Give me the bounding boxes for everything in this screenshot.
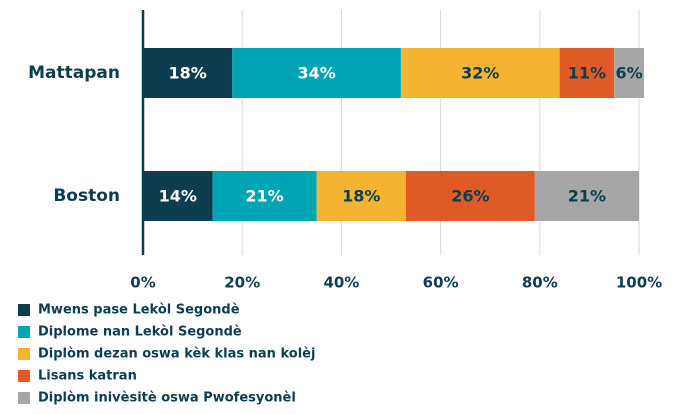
data-label: 18% xyxy=(342,187,380,206)
data-label: 18% xyxy=(168,64,206,83)
bar-segment xyxy=(212,171,317,221)
bar-segment xyxy=(559,48,615,98)
bar-segment xyxy=(614,48,644,98)
bar-segment xyxy=(405,171,535,221)
data-label: 6% xyxy=(615,64,642,83)
data-label: 21% xyxy=(245,187,283,206)
data-label: 34% xyxy=(297,64,335,83)
bar-segment xyxy=(316,171,406,221)
data-label: 26% xyxy=(451,187,489,206)
x-tick-label: 40% xyxy=(323,274,359,292)
legend-label: Mwens pase Lekòl Segondè xyxy=(38,303,240,318)
data-label: 21% xyxy=(568,187,606,206)
category-label: Boston xyxy=(53,186,120,206)
legend-label: Diplome nan Lekòl Segondè xyxy=(38,325,242,340)
data-label: 32% xyxy=(461,64,499,83)
bar-segment xyxy=(400,48,560,98)
bar-segment xyxy=(232,48,401,98)
legend-swatch xyxy=(18,304,30,316)
bar-segment xyxy=(143,171,213,221)
legend-label: Diplòm inivèsitè oswa Pwofesyonèl xyxy=(38,391,296,406)
data-label: 11% xyxy=(568,64,606,83)
x-tick-label: 60% xyxy=(423,274,459,292)
x-tick-label: 100% xyxy=(616,274,662,292)
legend-label: Lisans katran xyxy=(38,369,137,384)
x-tick-label: 20% xyxy=(224,274,260,292)
bar-segment xyxy=(534,171,639,221)
legend-label: Diplòm dezan oswa kèk klas nan kolèj xyxy=(38,347,315,362)
data-label: 14% xyxy=(159,187,197,206)
legend-swatch xyxy=(18,392,30,404)
x-tick-label: 80% xyxy=(522,274,558,292)
legend-swatch xyxy=(18,348,30,360)
legend-swatch xyxy=(18,326,30,338)
x-tick-label: 0% xyxy=(130,274,155,292)
legend-swatch xyxy=(18,370,30,382)
bar-segment xyxy=(143,48,233,98)
category-label: Mattapan xyxy=(28,63,120,83)
